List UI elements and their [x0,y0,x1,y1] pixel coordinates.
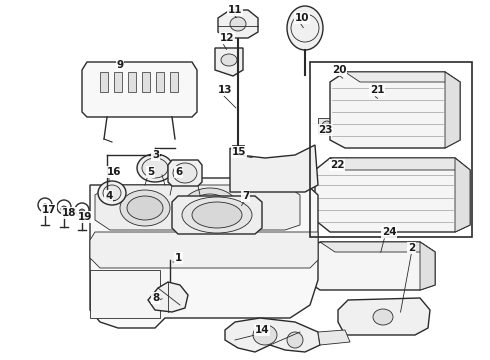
Polygon shape [128,72,136,92]
Polygon shape [315,158,470,232]
Text: 18: 18 [62,208,76,218]
Polygon shape [90,178,318,328]
Polygon shape [345,72,460,82]
Polygon shape [338,298,430,335]
Ellipse shape [103,185,121,201]
Polygon shape [215,48,243,76]
Ellipse shape [373,309,393,325]
Polygon shape [318,118,336,134]
Polygon shape [230,145,318,192]
Text: 15: 15 [232,147,246,157]
Ellipse shape [287,6,323,50]
Polygon shape [170,72,178,92]
Polygon shape [168,160,202,186]
Ellipse shape [61,206,67,212]
Text: 6: 6 [175,167,182,177]
Polygon shape [90,270,160,318]
Ellipse shape [98,181,126,205]
Text: 20: 20 [332,65,346,75]
Text: 24: 24 [382,227,396,237]
Text: 16: 16 [107,167,122,177]
Polygon shape [114,72,122,92]
Polygon shape [156,72,164,92]
Polygon shape [100,72,108,92]
Text: 4: 4 [105,191,112,201]
Text: 5: 5 [147,167,154,177]
Ellipse shape [79,209,85,215]
Polygon shape [330,72,460,148]
Ellipse shape [192,202,242,228]
Ellipse shape [230,17,246,31]
Polygon shape [218,10,258,38]
Ellipse shape [42,204,48,210]
Text: 13: 13 [218,85,232,95]
Polygon shape [305,242,435,290]
Text: 14: 14 [255,325,270,335]
Ellipse shape [322,121,332,131]
Text: 9: 9 [117,60,123,70]
Ellipse shape [287,332,303,348]
Text: 11: 11 [228,5,243,15]
Text: 8: 8 [152,293,159,303]
Text: 17: 17 [42,205,57,215]
Polygon shape [142,72,150,92]
Bar [310,62,472,237]
Polygon shape [320,242,435,252]
Ellipse shape [221,54,237,66]
Polygon shape [82,62,197,117]
Text: 19: 19 [78,212,93,222]
Polygon shape [455,158,470,232]
Polygon shape [330,158,470,170]
Ellipse shape [182,188,238,228]
Ellipse shape [142,158,168,178]
Text: 22: 22 [330,160,344,170]
Ellipse shape [182,197,252,233]
Polygon shape [318,330,350,345]
Polygon shape [148,282,188,312]
Text: 2: 2 [408,243,415,253]
Polygon shape [95,185,300,230]
Polygon shape [90,232,318,268]
Text: 12: 12 [220,33,235,43]
Polygon shape [172,196,262,234]
Ellipse shape [190,194,230,222]
Polygon shape [420,242,435,290]
Ellipse shape [173,163,197,183]
Text: 21: 21 [370,85,385,95]
Polygon shape [225,318,320,352]
Ellipse shape [137,154,173,182]
Text: 1: 1 [175,253,182,263]
Text: 7: 7 [242,191,249,201]
Ellipse shape [127,196,163,220]
Ellipse shape [120,190,170,226]
Text: 10: 10 [295,13,310,23]
Text: 23: 23 [318,125,333,135]
Polygon shape [445,72,460,148]
Text: 3: 3 [152,150,159,160]
Ellipse shape [253,325,277,345]
